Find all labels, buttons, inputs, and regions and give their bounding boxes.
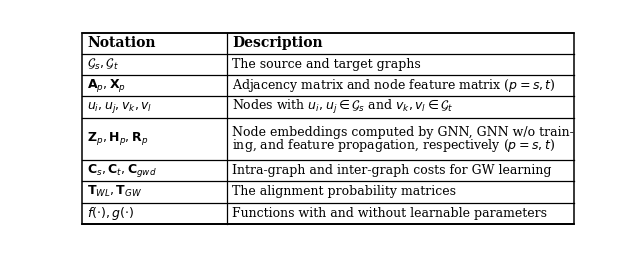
Text: ing, and feature propagation, respectively ($p = s, t$): ing, and feature propagation, respective…: [232, 137, 555, 154]
Text: $\mathbf{Z}_p, \mathbf{H}_p, \mathbf{R}_p$: $\mathbf{Z}_p, \mathbf{H}_p, \mathbf{R}_…: [87, 130, 148, 147]
Text: $u_i, u_j, v_k, v_l$: $u_i, u_j, v_k, v_l$: [87, 100, 152, 115]
Text: Adjacency matrix and node feature matrix ($p = s, t$): Adjacency matrix and node feature matrix…: [232, 77, 556, 94]
Text: Description: Description: [232, 36, 323, 50]
Text: $\mathbf{T}_{WL},\mathbf{T}_{GW}$: $\mathbf{T}_{WL},\mathbf{T}_{GW}$: [87, 184, 142, 199]
Text: $f(\cdot),g(\cdot)$: $f(\cdot),g(\cdot)$: [87, 205, 134, 222]
Text: Intra-graph and inter-graph costs for GW learning: Intra-graph and inter-graph costs for GW…: [232, 164, 552, 177]
Text: The alignment probability matrices: The alignment probability matrices: [232, 185, 456, 198]
Text: $\mathcal{G}_s,\mathcal{G}_t$: $\mathcal{G}_s,\mathcal{G}_t$: [87, 57, 119, 72]
Text: The source and target graphs: The source and target graphs: [232, 58, 420, 71]
Text: Node embeddings computed by GNN, GNN w/o train-: Node embeddings computed by GNN, GNN w/o…: [232, 126, 573, 139]
Text: $\mathbf{C}_s, \mathbf{C}_t, \mathbf{C}_{gwd}$: $\mathbf{C}_s, \mathbf{C}_t, \mathbf{C}_…: [87, 162, 157, 179]
Text: Functions with and without learnable parameters: Functions with and without learnable par…: [232, 207, 547, 220]
Text: Notation: Notation: [87, 36, 156, 50]
Text: Nodes with $u_i, u_j \in \mathcal{G}_s$ and $v_k, v_l \in \mathcal{G}_t$: Nodes with $u_i, u_j \in \mathcal{G}_s$ …: [232, 98, 454, 116]
Text: $\mathbf{A}_p,\mathbf{X}_p$: $\mathbf{A}_p,\mathbf{X}_p$: [87, 77, 126, 94]
